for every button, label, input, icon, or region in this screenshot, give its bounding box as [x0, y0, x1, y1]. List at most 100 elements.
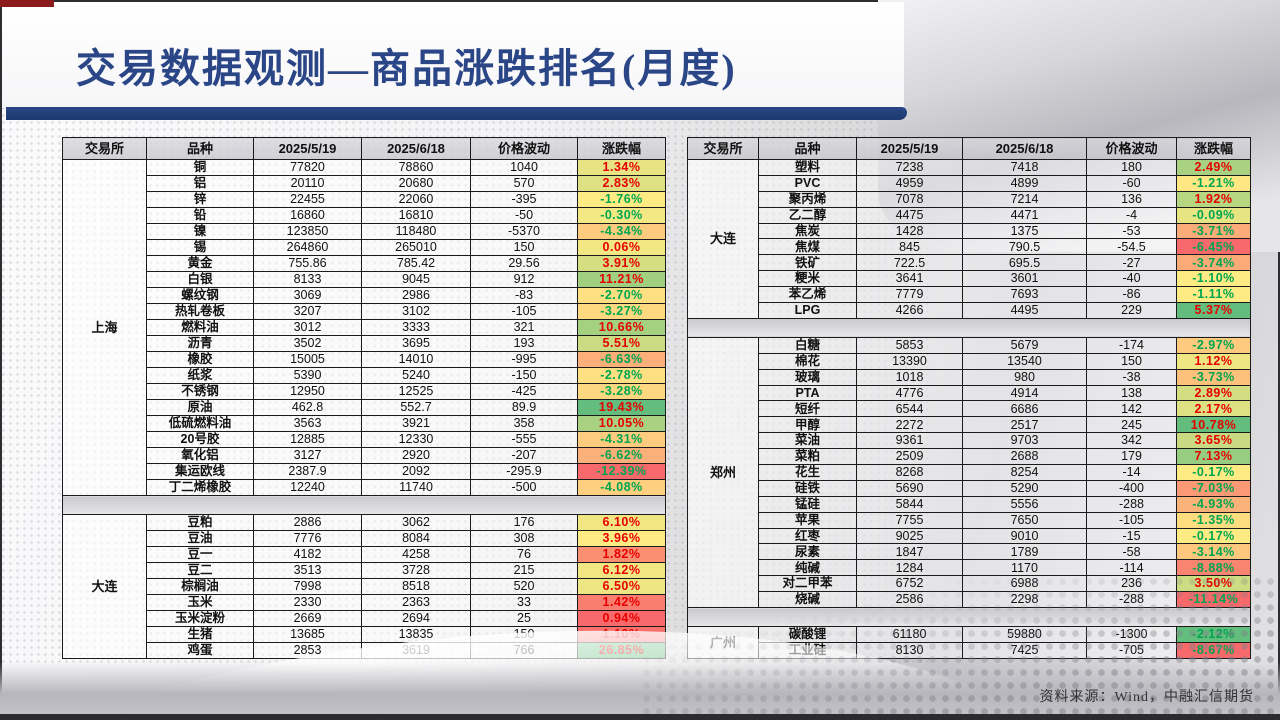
table-row: 菜粕 2509 2688 179 7.13% — [688, 448, 1251, 466]
column-header: 品种 — [146, 137, 254, 160]
price-2025-5-19-cell: 12885 — [253, 431, 362, 448]
price-2025-6-18-cell: 22060 — [361, 191, 471, 208]
variety-cell: 生猪 — [146, 626, 254, 643]
change-cell: 25 — [470, 610, 578, 627]
table-row: 苹果 7755 7650 -105 -1.35% — [688, 511, 1251, 529]
change-cell: 912 — [470, 271, 578, 288]
price-2025-5-19-cell: 7078 — [856, 190, 963, 208]
change-cell: -555 — [470, 431, 578, 448]
variety-cell: 螺纹钢 — [146, 287, 254, 304]
change-cell: 142 — [1086, 400, 1177, 418]
section-separator — [62, 495, 666, 515]
change-cell: -105 — [1086, 511, 1177, 529]
price-2025-5-19-cell: 4266 — [856, 302, 963, 319]
pct-change-cell: -6.62% — [577, 447, 666, 464]
variety-cell: 豆粕 — [146, 514, 254, 531]
price-2025-5-19-cell: 8133 — [253, 271, 362, 288]
variety-cell: PTA — [758, 384, 857, 402]
table-row: 沥青 3502 3695 193 5.51% — [63, 335, 666, 352]
table-row: 镍 123850 118480 -5370 -4.34% — [63, 223, 666, 240]
title-underline-bar — [6, 107, 907, 120]
price-2025-5-19-cell: 2509 — [856, 448, 963, 466]
change-cell: 245 — [1086, 416, 1177, 434]
price-2025-6-18-cell: 2694 — [361, 610, 471, 627]
price-2025-6-18-cell: 12330 — [361, 431, 471, 448]
variety-cell: 花生 — [758, 464, 857, 481]
variety-cell: 菜油 — [758, 432, 857, 450]
price-2025-5-19-cell: 13390 — [856, 352, 963, 370]
change-cell: -105 — [470, 303, 578, 320]
change-cell: 150 — [1086, 352, 1177, 370]
change-cell: -288 — [1086, 495, 1177, 513]
pct-change-cell: -3.74% — [1176, 254, 1251, 272]
change-cell: -295.9 — [470, 463, 578, 480]
price-2025-6-18-cell: 8084 — [361, 530, 471, 547]
pct-change-cell: 10.66% — [577, 319, 666, 336]
table-row: 豆二 3513 3728 215 6.12% — [63, 562, 666, 579]
pct-change-cell: -7.03% — [1176, 479, 1251, 497]
table-row: 螺纹钢 3069 2986 -83 -2.70% — [63, 287, 666, 304]
pct-change-cell: -4.08% — [577, 479, 666, 496]
variety-cell: 橡胶 — [146, 351, 254, 368]
price-2025-6-18-cell: 2092 — [361, 463, 471, 480]
price-2025-5-19-cell: 8268 — [856, 464, 963, 481]
price-2025-6-18-cell: 7650 — [962, 511, 1087, 529]
price-2025-5-19-cell: 4776 — [856, 384, 963, 402]
price-2025-6-18-cell: 1789 — [962, 543, 1087, 561]
pct-change-cell: -6.63% — [577, 351, 666, 368]
variety-cell: 锰硅 — [758, 495, 857, 513]
column-header: 价格波动 — [1086, 137, 1177, 160]
price-2025-5-19-cell: 22455 — [253, 191, 362, 208]
price-2025-5-19-cell: 3641 — [856, 270, 963, 288]
price-2025-5-19-cell: 12950 — [253, 383, 362, 400]
table-row: 棉花 13390 13540 150 1.12% — [688, 352, 1251, 370]
price-2025-5-19-cell: 722.5 — [856, 254, 963, 272]
price-2025-5-19-cell: 3513 — [253, 562, 362, 579]
change-cell: 570 — [470, 175, 578, 192]
pct-change-cell: -3.27% — [577, 303, 666, 320]
change-cell: 136 — [1086, 190, 1177, 208]
change-cell: -53 — [1086, 222, 1177, 240]
pct-change-cell: 3.96% — [577, 530, 666, 547]
table-row: 锰硅 5844 5556 -288 -4.93% — [688, 495, 1251, 513]
table-row: 橡胶 15005 14010 -995 -6.63% — [63, 351, 666, 368]
change-cell: 29.56 — [470, 255, 578, 272]
price-2025-6-18-cell: 1375 — [962, 222, 1087, 240]
price-2025-6-18-cell: 265010 — [361, 239, 471, 256]
section-separator — [687, 607, 1251, 628]
price-2025-5-19-cell: 5844 — [856, 495, 963, 513]
table-row: 原油 462.8 552.7 89.9 19.43% — [63, 399, 666, 416]
price-2025-5-19-cell: 5690 — [856, 479, 963, 497]
table-row: 焦煤 845 790.5 -54.5 -6.45% — [688, 238, 1251, 256]
variety-cell: 焦煤 — [758, 238, 857, 256]
variety-cell: 玉米 — [146, 594, 254, 611]
change-cell: 321 — [470, 319, 578, 336]
price-2025-5-19-cell: 3207 — [253, 303, 362, 320]
change-cell: 179 — [1086, 448, 1177, 466]
variety-cell: 粳米 — [758, 270, 857, 288]
price-2025-6-18-cell: 3062 — [361, 514, 471, 531]
variety-cell: LPG — [758, 302, 857, 319]
price-2025-5-19-cell: 1428 — [856, 222, 963, 240]
pct-change-cell: 6.12% — [577, 562, 666, 579]
variety-cell: 集运欧线 — [146, 463, 254, 480]
variety-cell: 氧化铝 — [146, 447, 254, 464]
pct-change-cell: 3.91% — [577, 255, 666, 272]
price-2025-5-19-cell: 5853 — [856, 336, 963, 354]
variety-cell: 碳酸锂 — [758, 626, 857, 643]
pct-change-cell: 1.82% — [577, 546, 666, 563]
variety-cell: 苹果 — [758, 511, 857, 529]
table-row: 锌 22455 22060 -395 -1.76% — [63, 191, 666, 208]
price-2025-6-18-cell: 3601 — [962, 270, 1087, 288]
exchange-cell: 郑州 — [687, 336, 759, 609]
variety-cell: 玉米淀粉 — [146, 610, 254, 627]
pct-change-cell: -1.35% — [1176, 511, 1251, 529]
variety-cell: 乙二醇 — [758, 206, 857, 224]
pct-change-cell: -2.12% — [1176, 626, 1251, 643]
price-2025-6-18-cell: 4899 — [962, 174, 1087, 192]
price-2025-5-19-cell: 1847 — [856, 543, 963, 561]
bottom-edge-strip — [0, 714, 1280, 720]
price-2025-5-19-cell: 7776 — [253, 530, 362, 547]
pct-change-cell: 6.50% — [577, 578, 666, 595]
price-2025-6-18-cell: 6988 — [962, 575, 1087, 593]
